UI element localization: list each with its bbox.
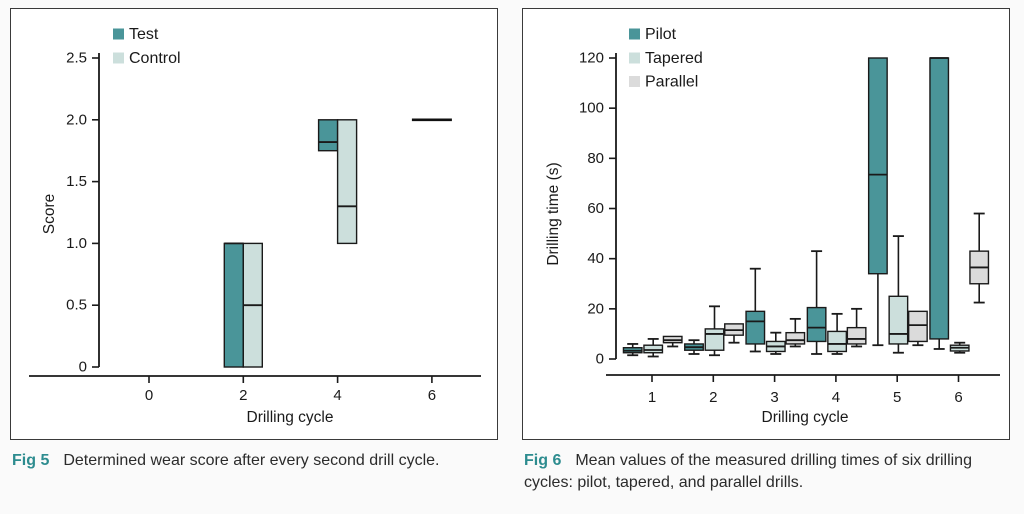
y-axis-title: Score <box>41 194 58 235</box>
y-tick-label: 0 <box>79 359 87 376</box>
y-tick-label: 60 <box>587 200 604 217</box>
fig6-caption: Fig 6 Mean values of the measured drillin… <box>524 450 1006 493</box>
x-tick-label: 6 <box>428 387 436 404</box>
fig5-caption-text: Determined wear score after every second… <box>63 452 440 469</box>
x-tick-label: 0 <box>145 387 153 404</box>
fig5-caption-label: Fig 5 <box>12 452 50 469</box>
y-tick-label: 40 <box>587 250 604 267</box>
legend-swatch-control <box>113 52 124 64</box>
box-pilot-x4 <box>806 306 827 343</box>
box-parallel-x3 <box>785 331 806 345</box>
x-tick-label: 6 <box>954 389 962 406</box>
fig6-boxplot-chart: Pilot Tapered Parallel 0 20 40 60 80 100 120 1 2 3 4 5… <box>545 26 1000 426</box>
fig5-chart-panel: Test Control 0 0.5 1.0 1.5 2.0 2.5 0 2 4 6 Drilling … <box>10 8 498 440</box>
box-parallel-x5 <box>907 310 928 343</box>
legend-label-parallel: Parallel <box>645 74 698 91</box>
legend-swatch-parallel <box>629 76 640 87</box>
box-control-x4 <box>336 119 358 245</box>
box-pilot-x3 <box>745 310 766 345</box>
fig6-caption-label: Fig 6 <box>524 452 562 469</box>
box-pilot-x6 <box>929 57 950 340</box>
box-test-x2 <box>223 242 245 368</box>
x-tick-label: 4 <box>333 387 341 404</box>
box-tapered-x2 <box>704 328 725 351</box>
fig6-caption-text: Mean values of the measured drilling tim… <box>524 452 972 491</box>
legend-label-pilot: Pilot <box>645 26 677 43</box>
x-tick-label: 2 <box>709 389 717 406</box>
x-tick-label: 3 <box>770 389 778 406</box>
legend-label-tapered: Tapered <box>645 50 703 67</box>
box-parallel-x4 <box>846 326 867 345</box>
y-tick-label: 80 <box>587 150 604 167</box>
figure-5-block: Test Control 0 0.5 1.0 1.5 2.0 2.5 0 2 4 6 Drilling … <box>10 8 498 493</box>
y-tick-label: 1.5 <box>66 173 87 190</box>
box-tapered-x1 <box>643 344 664 354</box>
x-axis-title: Drilling cycle <box>762 409 849 426</box>
x-tick-label: 4 <box>832 389 840 406</box>
y-tick-label: 1.0 <box>66 235 87 252</box>
y-axis-title: Drilling time (s) <box>545 162 562 265</box>
legend-swatch-pilot <box>629 28 640 40</box>
y-tick-label: 120 <box>579 50 604 67</box>
x-tick-label: 5 <box>893 389 901 406</box>
legend-swatch-test <box>113 28 124 40</box>
y-tick-label: 2.5 <box>66 50 87 67</box>
y-tick-label: 20 <box>587 300 604 317</box>
fig5-caption: Fig 5 Determined wear score after every s… <box>12 450 494 472</box>
legend-label-test: Test <box>129 26 159 43</box>
y-tick-label: 0 <box>596 351 604 368</box>
box-tapered-x5 <box>888 295 909 345</box>
y-tick-label: 100 <box>579 100 604 117</box>
y-tick-label: 0.5 <box>66 297 87 314</box>
page: Test Control 0 0.5 1.0 1.5 2.0 2.5 0 2 4 6 Drilling … <box>10 8 1010 493</box>
box-test-x4 <box>317 119 339 152</box>
box-pilot-x5 <box>867 57 888 275</box>
legend-label-control: Control <box>129 50 181 67</box>
x-tick-label: 1 <box>648 389 656 406</box>
fig6-chart-panel: Pilot Tapered Parallel 0 20 40 60 80 100 120 1 2 3 4 5… <box>522 8 1010 440</box>
legend-swatch-tapered <box>629 52 640 64</box>
y-tick-label: 2.0 <box>66 111 87 128</box>
fig5-boxplot-chart: Test Control 0 0.5 1.0 1.5 2.0 2.5 0 2 4 6 Drilling … <box>29 26 481 426</box>
x-tick-label: 2 <box>239 387 247 404</box>
figure-6-block: Pilot Tapered Parallel 0 20 40 60 80 100 120 1 2 3 4 5… <box>522 8 1010 493</box>
box-tapered-x4 <box>827 330 848 353</box>
x-axis-title: Drilling cycle <box>247 409 334 426</box>
